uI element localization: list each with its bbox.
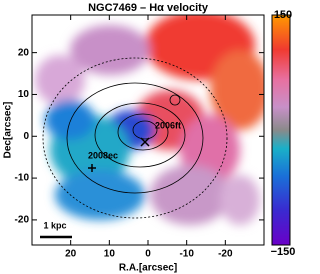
chart: NGC7469 – Hα velocity R.A.[arcsec] Dec[a… <box>3 2 296 274</box>
x-axis-label: R.A.[arcsec] <box>119 263 177 274</box>
y-axis-label: Dec[arcsec] <box>3 102 14 159</box>
y-tick-label: 10 <box>18 89 30 100</box>
chart-title: NGC7469 – Hα velocity <box>88 2 209 14</box>
x-tick-label: -20 <box>218 249 233 260</box>
colorbar-tick-label: −150 <box>271 246 296 258</box>
y-tick-label: 20 <box>18 47 30 58</box>
x-tick-label: 20 <box>65 249 77 260</box>
x-tick-label: 0 <box>145 249 151 260</box>
y-tick-label: 0 <box>23 131 29 142</box>
annotation: 2006ft <box>155 120 181 130</box>
sn-marker <box>88 164 96 172</box>
y-tick-label: -20 <box>15 215 30 226</box>
colorbar <box>271 14 291 246</box>
annotation: 2008ec <box>88 150 118 160</box>
annotation: 1 kpc <box>43 220 66 230</box>
sn-marker <box>140 137 150 147</box>
contours <box>42 57 228 219</box>
y-tick-label: -10 <box>15 173 30 184</box>
x-tick-label: 10 <box>104 249 116 260</box>
colorbar-tick-label: 150 <box>274 9 292 21</box>
x-tick-label: -10 <box>179 249 194 260</box>
velocity-map <box>35 15 264 225</box>
